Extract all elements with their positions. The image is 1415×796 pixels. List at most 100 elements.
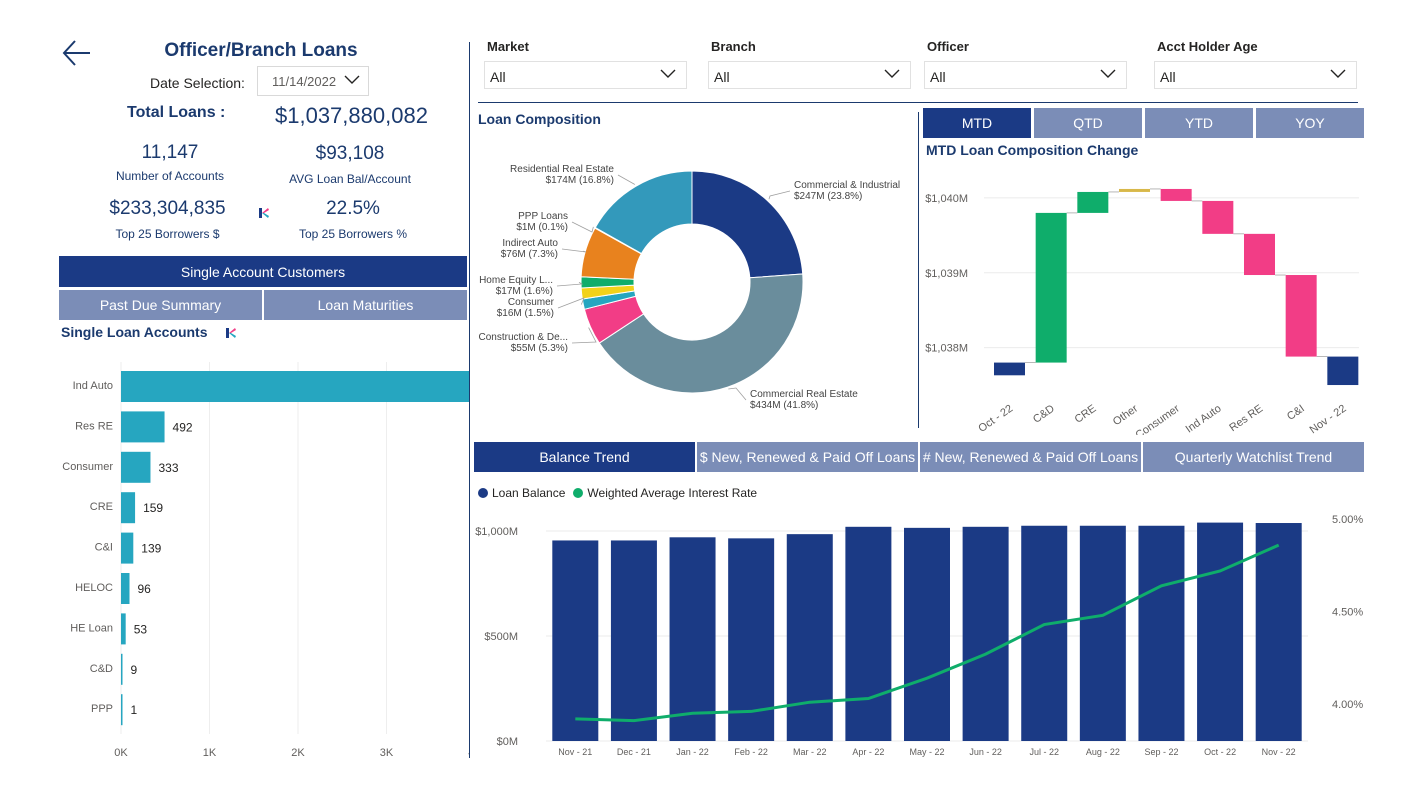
value-label: 9: [131, 663, 138, 677]
drill-icon[interactable]: [258, 207, 270, 219]
bar[interactable]: [121, 573, 130, 604]
slice-value-label: $1M (0.1%): [516, 222, 568, 233]
filter-dropdown-officer[interactable]: All: [924, 61, 1127, 89]
x-tick-label: Apr - 22: [852, 747, 884, 757]
balance-bar[interactable]: [1197, 522, 1244, 741]
waterfall-bar[interactable]: [1077, 191, 1109, 213]
tab-bottom-2[interactable]: # New, Renewed & Paid Off Loans: [920, 442, 1141, 472]
balance-bar[interactable]: [669, 537, 716, 741]
y-left-tick-label: $1,000M: [475, 526, 518, 538]
x-tick-label: CRE: [1073, 403, 1099, 426]
total-loans-value: $1,037,880,082: [275, 103, 428, 128]
waterfall-bar[interactable]: [1202, 200, 1234, 234]
date-selection-label: Date Selection:: [150, 75, 245, 91]
balance-bar[interactable]: [1079, 525, 1126, 741]
tab-bottom-3[interactable]: Quarterly Watchlist Trend: [1143, 442, 1364, 472]
avg-loan-bal-value: $93,108: [315, 143, 385, 164]
legend-loan-balance: Loan Balance: [492, 486, 566, 500]
balance-bar[interactable]: [904, 527, 950, 741]
bar[interactable]: [121, 371, 469, 402]
waterfall-bar[interactable]: [1327, 356, 1359, 386]
chevron-down-icon: [660, 69, 676, 78]
y-right-tick-label: 4.00%: [1332, 699, 1363, 711]
waterfall-bar[interactable]: [994, 362, 1025, 376]
x-tick-label: Jan - 22: [676, 747, 709, 757]
leader-line: [556, 282, 584, 287]
num-accounts-value: 11,147: [141, 142, 199, 163]
slice-value-label: $174M (16.8%): [546, 175, 614, 186]
slice-name-label: Indirect Auto: [502, 238, 558, 249]
tab-yoy[interactable]: YOY: [1256, 108, 1364, 138]
x-tick-label: Oct - 22: [976, 403, 1015, 435]
balance-bar[interactable]: [728, 538, 775, 741]
pie-slice[interactable]: [691, 170, 804, 279]
tab-bottom-1[interactable]: $ New, Renewed & Paid Off Loans: [697, 442, 918, 472]
loan-composition-title: Loan Composition: [478, 111, 601, 127]
slice-name-label: PPP Loans: [518, 211, 568, 222]
balance-bar[interactable]: [1255, 523, 1302, 741]
filter-dropdown-acct-holder-age[interactable]: All: [1154, 61, 1357, 89]
back-arrow-icon[interactable]: [60, 36, 94, 70]
waterfall-bar[interactable]: [1285, 275, 1317, 357]
single-account-customers-button[interactable]: Single Account Customers: [59, 256, 467, 287]
waterfall-bar[interactable]: [1160, 188, 1192, 201]
tab-ytd[interactable]: YTD: [1145, 108, 1253, 138]
slice-name-label: Home Equity L...: [479, 275, 553, 286]
y-tick-label: $1,040M: [925, 193, 968, 205]
leader-line: [561, 248, 587, 253]
pie-slice[interactable]: [598, 273, 804, 394]
bar[interactable]: [121, 451, 151, 483]
top25-borrowers-dollars-label: Top 25 Borrowers $: [115, 227, 220, 241]
legend-dot-icon: [478, 488, 488, 498]
balance-bar[interactable]: [786, 534, 833, 741]
waterfall-bar[interactable]: [1035, 212, 1067, 363]
filter-label-branch: Branch: [711, 39, 756, 54]
balance-bar[interactable]: [1138, 525, 1185, 741]
balance-bar[interactable]: [962, 526, 1009, 741]
bar[interactable]: [121, 653, 123, 685]
bar[interactable]: [121, 613, 126, 645]
x-tick-label: 2K: [291, 747, 305, 759]
loan-composition-chart: Commercial & Industrial$247M (23.8%) Comm…: [479, 164, 901, 411]
x-tick-label: Other: [1111, 402, 1141, 428]
tab-qtd[interactable]: QTD: [1034, 108, 1142, 138]
drill-icon[interactable]: [225, 327, 237, 339]
balance-bar[interactable]: [610, 540, 657, 741]
tab-bottom-0[interactable]: Balance Trend: [474, 442, 695, 472]
slice-name-label: Commercial & Industrial: [794, 180, 900, 191]
single-loan-accounts-chart: 0K1K2K3K4KInd Auto4,109Res RE492Consumer…: [62, 362, 469, 759]
category-label: C&I: [95, 542, 113, 554]
x-tick-label: 1K: [203, 747, 217, 759]
balance-bar[interactable]: [845, 526, 892, 741]
x-tick-label: Dec - 21: [617, 747, 651, 757]
bar[interactable]: [121, 492, 136, 524]
date-selection-dropdown[interactable]: 11/14/2022: [257, 66, 369, 96]
category-label: PPP: [91, 703, 113, 715]
past-due-summary-button[interactable]: Past Due Summary: [59, 290, 262, 320]
y-tick-label: $1,038M: [925, 343, 968, 355]
value-label: 53: [134, 622, 148, 636]
x-tick-label: 4K: [468, 747, 469, 759]
waterfall-bar[interactable]: [1244, 233, 1275, 276]
y-right-tick-label: 5.00%: [1332, 514, 1363, 526]
filter-dropdown-branch[interactable]: All: [708, 61, 911, 89]
tab-mtd[interactable]: MTD: [923, 108, 1031, 138]
date-selection-value: 11/14/2022: [272, 74, 337, 89]
y-tick-label: $1,039M: [925, 268, 968, 280]
filter-label-acct-holder-age: Acct Holder Age: [1157, 39, 1258, 54]
value-label: 159: [143, 501, 163, 515]
bar[interactable]: [121, 694, 123, 726]
pie-slice[interactable]: [594, 170, 693, 255]
bar[interactable]: [121, 411, 165, 443]
slice-value-label: $16M (1.5%): [497, 308, 554, 319]
chevron-down-icon: [1330, 69, 1346, 78]
x-tick-label: Jun - 22: [969, 747, 1002, 757]
waterfall-bar[interactable]: [1119, 188, 1150, 192]
value-label: 492: [173, 420, 193, 434]
balance-bar[interactable]: [552, 540, 599, 741]
top25-borrowers-dollars-value: $233,304,835: [109, 198, 226, 219]
filter-dropdown-market[interactable]: All: [484, 61, 687, 89]
loan-maturities-button[interactable]: Loan Maturities: [264, 290, 467, 320]
slice-value-label: $434M (41.8%): [750, 400, 818, 411]
bar[interactable]: [121, 532, 134, 564]
